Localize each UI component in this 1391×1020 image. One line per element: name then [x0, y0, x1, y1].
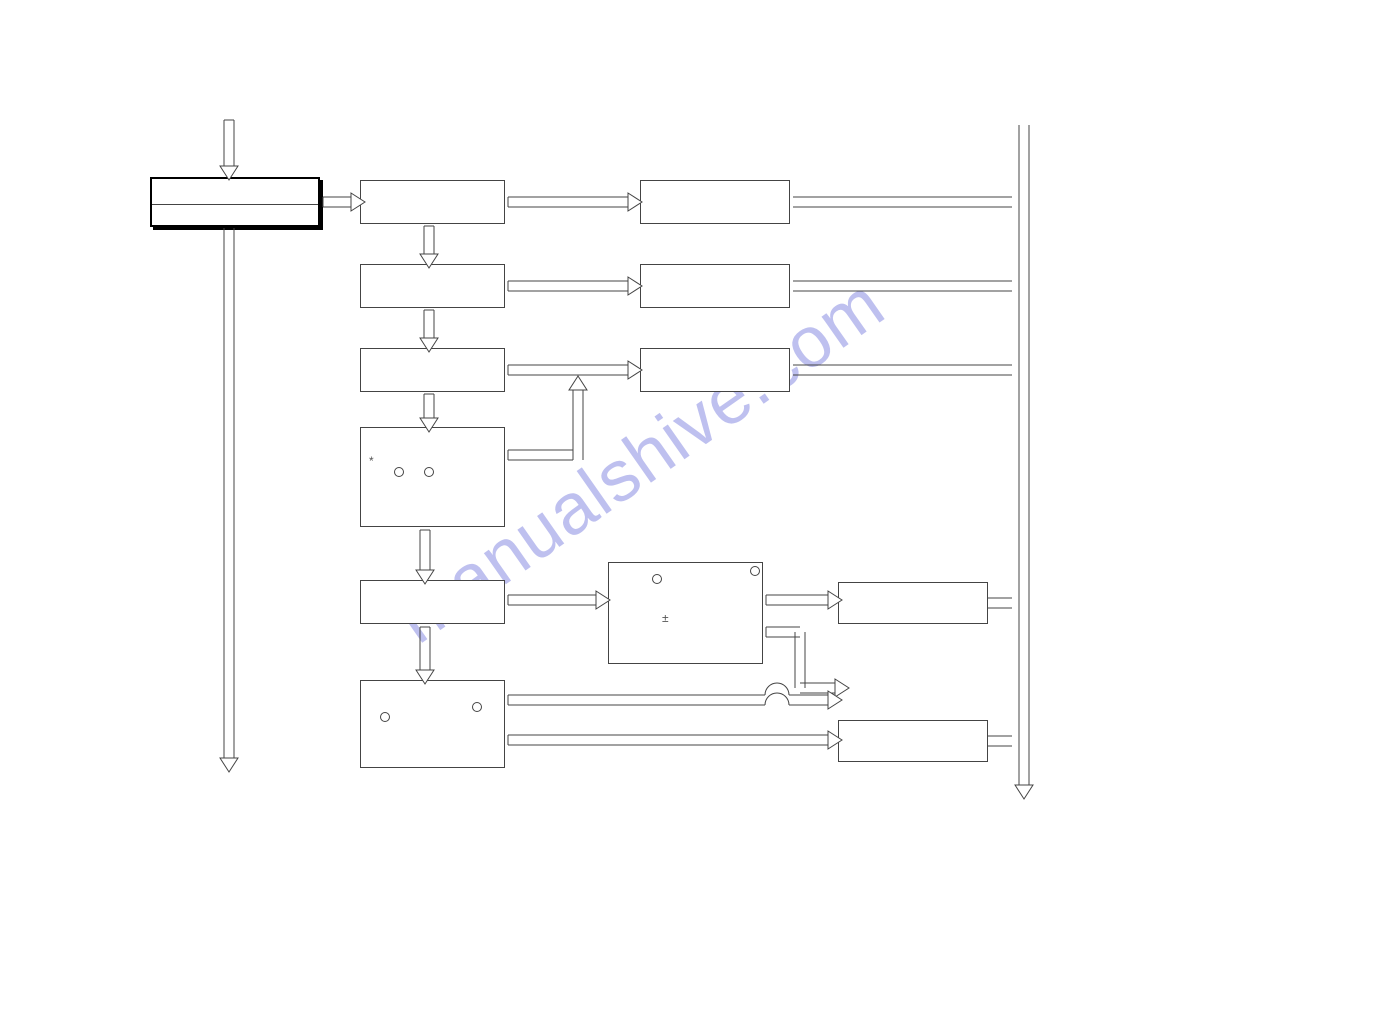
node-n7 [640, 348, 790, 392]
plusminus-symbol: ± [662, 611, 669, 625]
node-dot [424, 467, 434, 477]
node-dot [380, 712, 390, 722]
arrows-layer [0, 0, 1391, 1020]
node-n2 [360, 180, 505, 224]
node-n3 [640, 180, 790, 224]
node-n4 [360, 264, 505, 308]
node-dot [472, 702, 482, 712]
asterisk-symbol: * [369, 454, 374, 468]
node-dot [750, 566, 760, 576]
node-n13 [838, 720, 988, 762]
node-n11 [838, 582, 988, 624]
node-dot [652, 574, 662, 584]
node-n1 [150, 177, 320, 227]
node-dot [394, 467, 404, 477]
node-n9 [360, 580, 505, 624]
node-n8: * [360, 427, 505, 527]
node-n12 [360, 680, 505, 768]
node-n5 [640, 264, 790, 308]
node-n10: ± [608, 562, 763, 664]
node-divider [152, 204, 318, 205]
node-n6 [360, 348, 505, 392]
